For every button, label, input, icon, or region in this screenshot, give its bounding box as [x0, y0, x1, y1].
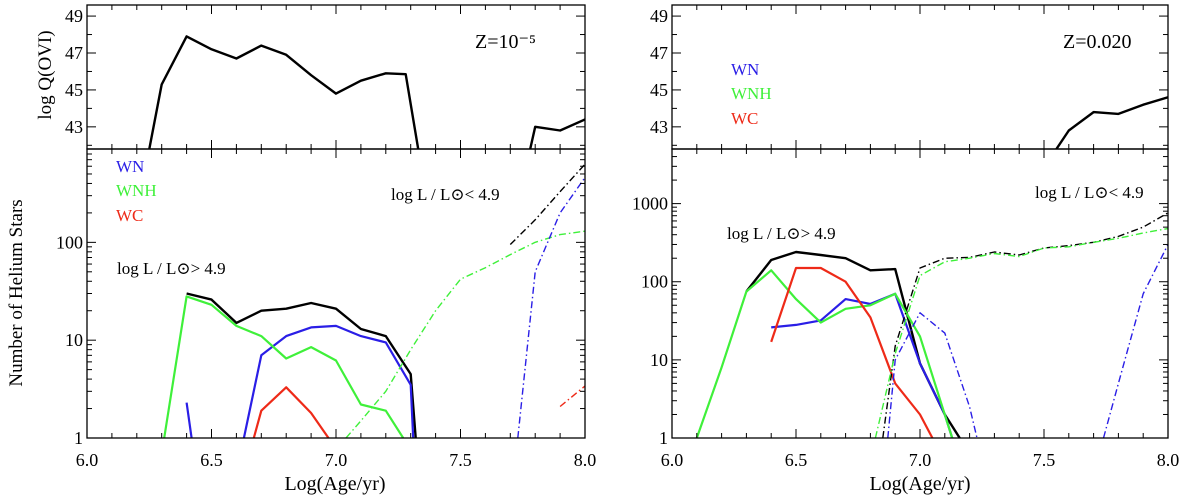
- series-wn-high: [185, 402, 193, 438]
- series-wn-low: [517, 177, 585, 438]
- x-tick-label: 8.0: [1157, 450, 1180, 470]
- series-wc-high: [770, 266, 934, 438]
- legend-wn: WN: [731, 60, 759, 79]
- y-tick-label: 45: [650, 80, 668, 100]
- series-wnh-low: [345, 230, 585, 438]
- panel-left-bottom: 6.0 6.5 7.0 7.5 8.0 1 10 100: [56, 148, 597, 470]
- x-tick-label: 7.5: [1033, 450, 1056, 470]
- y-tick-label: 45: [65, 80, 83, 100]
- series-q-ovi-line: [148, 35, 420, 149]
- series-total-low: [882, 212, 1168, 438]
- y-tick-label: 49: [65, 6, 83, 26]
- y-tick-label: 10: [65, 330, 83, 350]
- x-tick-label: 6.0: [661, 450, 684, 470]
- x-tick-label: 6.0: [76, 450, 99, 470]
- y-tick-label: 49: [650, 6, 668, 26]
- plots-layer: 43 45 47 49 6.0 6.5 7.0 7.5 8.0 1 10 100 43 45 47 49 6.0…: [56, 4, 1180, 470]
- panel-left-top: 43 45 47 49: [65, 4, 586, 150]
- legend-wc: WC: [731, 109, 758, 128]
- legend-left: WN WNH WC: [116, 157, 157, 225]
- series-wc-high: [252, 386, 330, 438]
- xlabel-left: Log(Age/yr): [284, 473, 385, 495]
- series-wc-low: [559, 385, 585, 408]
- legend-wc: WC: [116, 206, 143, 225]
- series-wn-high: [242, 324, 415, 438]
- panel-frame: [86, 148, 586, 439]
- y-tick-label: 100: [56, 232, 83, 252]
- y-tick-label: 47: [65, 43, 83, 63]
- y-tick-label: 1: [659, 428, 668, 448]
- x-tick-label: 6.5: [200, 450, 223, 470]
- x-tick-label: 7.5: [449, 450, 472, 470]
- x-tick-label: 7.0: [325, 450, 348, 470]
- legend-right: WN WNH WC: [731, 60, 772, 128]
- metallicity-label-right: Z=0.020: [1063, 31, 1132, 53]
- series-wnh-high: [695, 269, 954, 438]
- y-tick-label: 100: [641, 272, 668, 292]
- panel-right-bottom: 6.0 6.5 7.0 7.5 8.0 1 10 100 1000: [632, 148, 1180, 470]
- x-tick-label: 6.5: [785, 450, 808, 470]
- series-wn-high: [771, 292, 954, 438]
- legend-wn: WN: [116, 157, 144, 176]
- ylabel-bottom-left: Number of Helium Stars: [6, 199, 27, 386]
- x-tick-label: 7.0: [909, 450, 932, 470]
- y-tick-label: 43: [650, 117, 668, 137]
- series-total-low: [509, 163, 585, 245]
- panel-right-top: 43 45 47 49: [650, 4, 1169, 150]
- annotation-high-left: log L / L⊙> 4.9: [117, 259, 226, 278]
- y-tick-label: 43: [65, 117, 83, 137]
- x-tick-label: 8.0: [574, 450, 597, 470]
- legend-wnh: WNH: [116, 181, 157, 200]
- series-wnh-low: [874, 227, 1168, 438]
- y-tick-label: 1: [74, 428, 83, 448]
- metallicity-label-left: Z=10⁻⁵: [475, 31, 536, 53]
- y-tick-label: 47: [650, 43, 668, 63]
- annotation-high-right: log L / L⊙> 4.9: [727, 224, 836, 243]
- series-q-ovi-line: [1055, 96, 1168, 149]
- ylabel-top-left: log Q(OVI): [35, 30, 56, 119]
- annotation-low-left: log L / L⊙< 4.9: [391, 185, 500, 204]
- annotation-low-right: log L / L⊙< 4.9: [1035, 183, 1144, 202]
- series-q-ovi-line: [529, 118, 585, 149]
- series-total-high: [186, 292, 417, 438]
- panel-frame: [86, 4, 586, 150]
- series-wn-low: [1102, 244, 1168, 438]
- legend-wnh: WNH: [731, 84, 772, 103]
- y-tick-label: 10: [650, 350, 668, 370]
- series-wnh-high: [163, 295, 405, 438]
- xlabel-right: Log(Age/yr): [869, 473, 970, 495]
- y-tick-label: 1000: [632, 194, 668, 214]
- series-wn-low: [887, 312, 978, 438]
